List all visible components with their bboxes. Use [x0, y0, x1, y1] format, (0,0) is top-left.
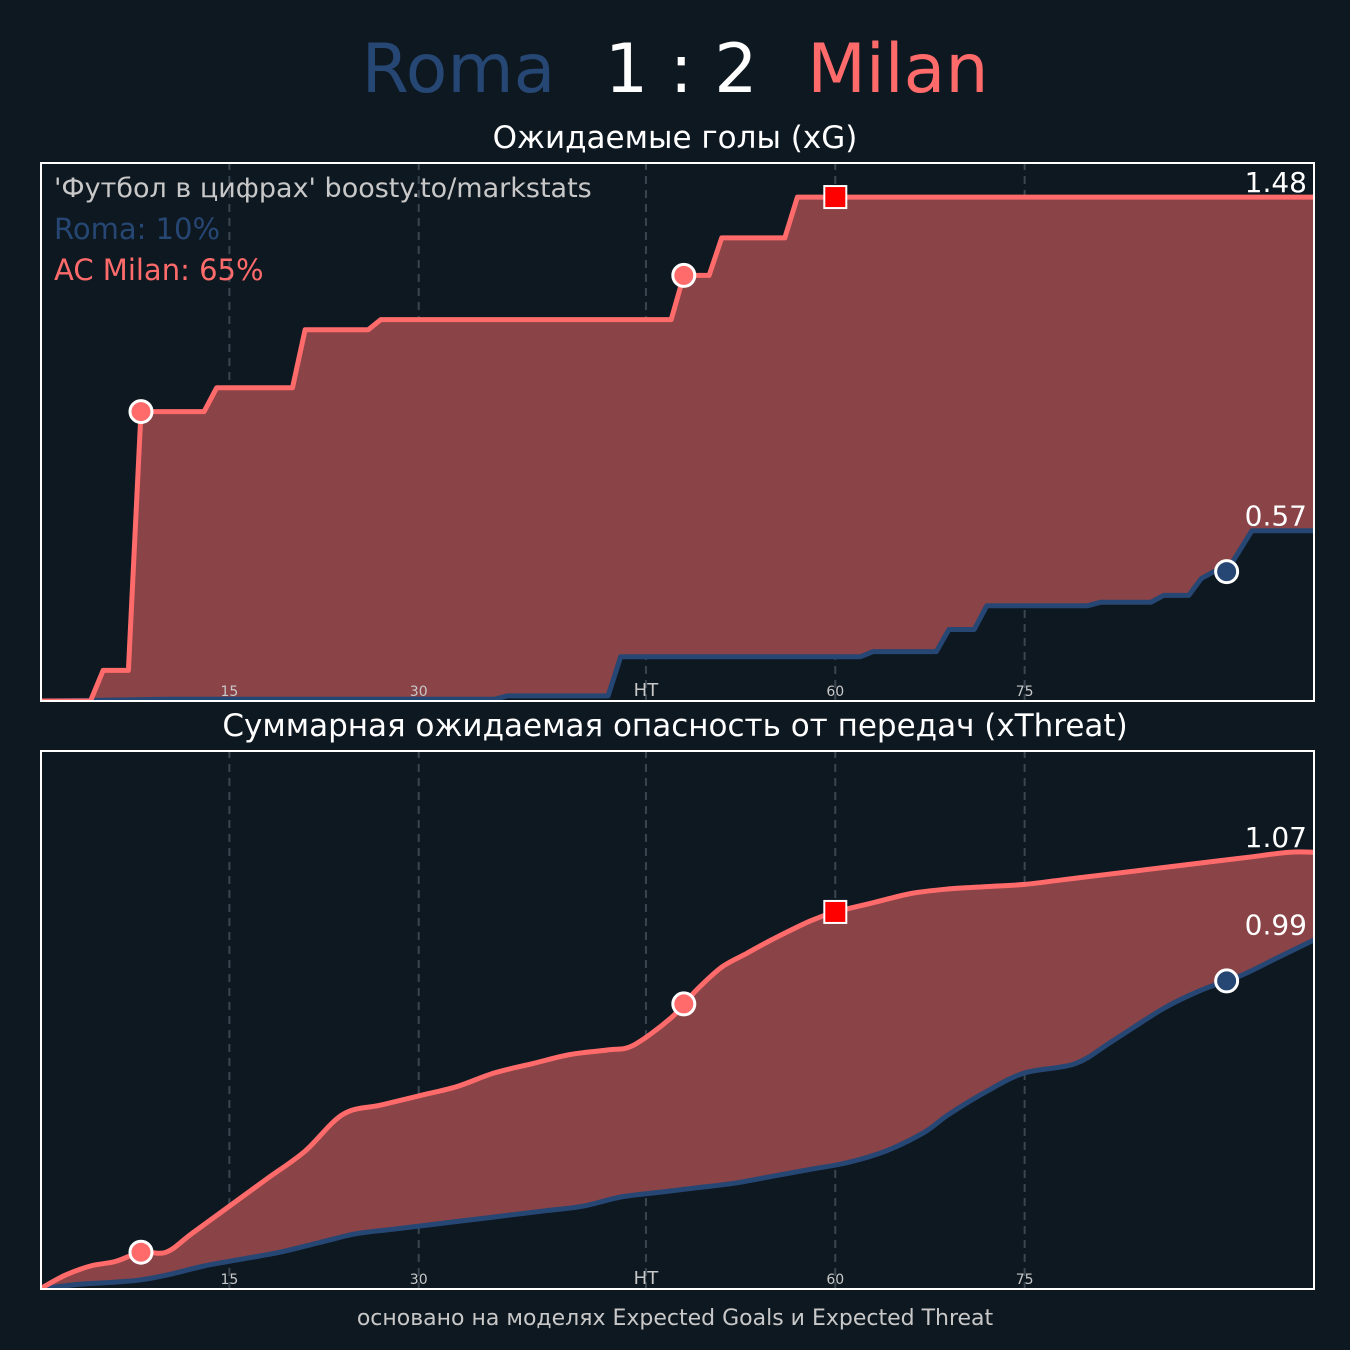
red-card-marker — [823, 899, 848, 924]
series-line-roma — [40, 937, 1315, 1290]
xthreat-chart-svg: 15 30 HT 60 75 1.07 0.99 — [40, 750, 1315, 1290]
area-between-series — [40, 851, 1315, 1289]
goal-marker-milan-0 — [128, 399, 154, 425]
x-tick-label-1: 30 — [410, 684, 428, 700]
x-tick-label-0: 15 — [220, 1272, 238, 1288]
xg-chart-title: Ожидаемые голы (xG) — [492, 120, 858, 156]
series-line-milan — [40, 194, 1315, 702]
x-tick-label-2: HT — [634, 680, 660, 701]
red-card-marker — [823, 185, 848, 210]
xg-chart: 15 30 HT 60 75 1.48 0.57 'Футбол в цифрах' boos… — [40, 162, 1315, 702]
x-tick-label-0: 15 — [220, 684, 238, 700]
goal-marker-roma-3 — [1214, 968, 1240, 994]
x-tick-label-4: 75 — [1016, 684, 1034, 700]
roma-win-probability: Roma: 10% — [54, 212, 220, 246]
milan-win-probability: AC Milan: 65% — [54, 253, 264, 287]
chart-frame — [40, 162, 1315, 702]
goal-marker-milan-1 — [671, 991, 697, 1017]
xg-chart-svg: 15 30 HT 60 75 1.48 0.57 'Футбол в цифрах' boos… — [40, 162, 1315, 702]
x-tick-label-2: HT — [634, 1268, 660, 1289]
goal-marker-milan-0 — [128, 1239, 154, 1265]
area-between-series — [40, 197, 1315, 701]
series-line-milan — [40, 849, 1315, 1290]
xthreat-chart: 15 30 HT 60 75 1.07 0.99 — [40, 750, 1315, 1290]
final-value-label-milan: 1.07 — [1245, 821, 1307, 854]
home-team-name: Roma — [361, 30, 556, 109]
final-value-label-milan: 1.48 — [1245, 166, 1307, 199]
xthreat-chart-title: Суммарная ожидаемая опасность от передач… — [222, 708, 1128, 744]
x-tick-label-4: 75 — [1016, 1272, 1034, 1288]
final-value-label-roma: 0.57 — [1245, 500, 1307, 533]
goal-marker-roma-3 — [1214, 559, 1240, 585]
goal-marker-milan-1 — [671, 262, 697, 288]
match-header: Roma 1 : 2 Milan — [0, 30, 1350, 110]
x-tick-label-3: 60 — [826, 684, 844, 700]
away-team-name: Milan — [807, 30, 989, 109]
chart-frame — [40, 750, 1315, 1290]
x-tick-label-3: 60 — [826, 1272, 844, 1288]
series-line-roma — [40, 528, 1315, 702]
footer-note: основано на моделях Expected Goals и Exp… — [356, 1306, 994, 1331]
final-value-label-roma: 0.99 — [1245, 909, 1307, 942]
match-score: 1 : 2 — [604, 30, 758, 109]
credit-text: 'Футбол в цифрах' boosty.to/markstats — [54, 173, 592, 204]
x-tick-label-1: 30 — [410, 1272, 428, 1288]
